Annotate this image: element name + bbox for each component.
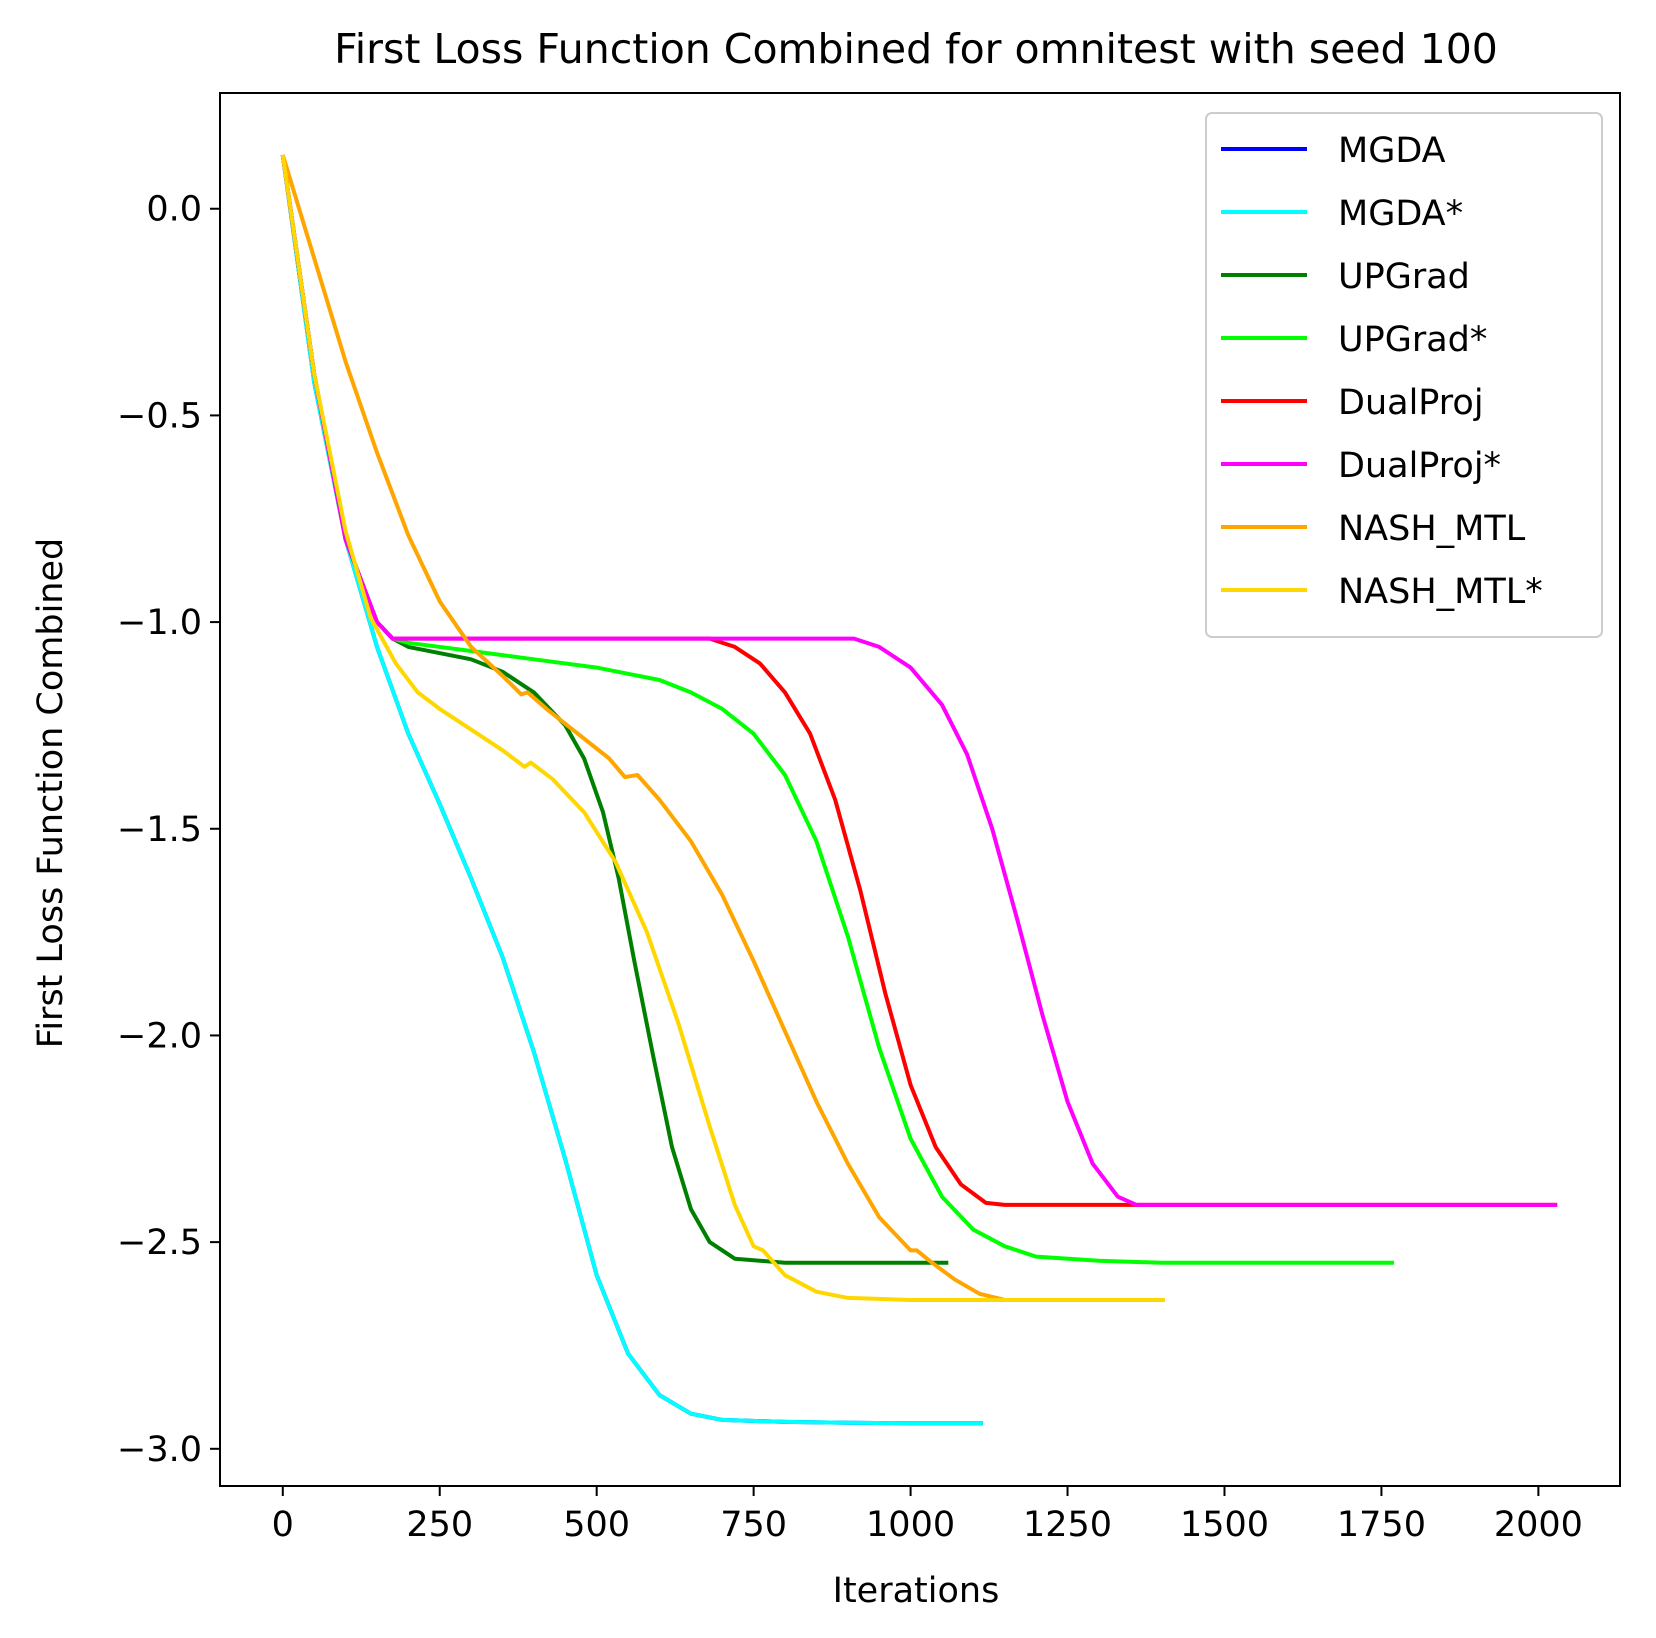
y-tick-label: −1.5 <box>117 810 202 850</box>
y-tick-label: −2.0 <box>117 1016 202 1056</box>
x-tick-label: 1250 <box>1023 1505 1112 1545</box>
y-axis-label: First Loss Function Combined <box>31 538 71 1049</box>
x-tick-label: 1750 <box>1337 1505 1426 1545</box>
y-axis: 0.0 −0.5 −1.0 −1.5 −2.0 −2.5 −3.0 <box>117 190 220 1470</box>
legend-label: UPGrad <box>1338 257 1470 297</box>
series-line-dualproj- <box>280 154 1558 1207</box>
legend: MGDA MGDA* UPGrad UPGrad* DualProj DualProj* N… <box>1205 112 1603 638</box>
legend-label: DualProj <box>1338 383 1484 423</box>
series-line-nash-mtl <box>280 154 1165 1302</box>
y-tick-label: −3.0 <box>117 1430 202 1470</box>
legend-label: NASH_MTL* <box>1338 572 1543 612</box>
series-line-nash-mtl- <box>280 154 1165 1302</box>
legend-label: MGDA* <box>1338 194 1463 234</box>
x-tick-label: 750 <box>720 1505 787 1545</box>
x-tick-label: 500 <box>563 1505 630 1545</box>
x-tick-label: 2000 <box>1494 1505 1583 1545</box>
legend-label: MGDA <box>1338 131 1446 171</box>
x-axis-label: Iterations <box>833 1571 1000 1611</box>
legend-label: NASH_MTL <box>1338 509 1526 549</box>
y-tick-label: −1.0 <box>117 603 202 643</box>
legend-label: UPGrad* <box>1338 320 1487 360</box>
x-tick-label: 0 <box>272 1505 294 1545</box>
x-axis: 0 250 500 750 1000 1250 1500 1750 2000 <box>272 1486 1583 1545</box>
legend-box <box>1205 112 1603 638</box>
series-line-mgda- <box>280 154 983 1426</box>
x-tick-label: 1500 <box>1180 1505 1269 1545</box>
chart-title: First Loss Function Combined for omnites… <box>334 25 1498 73</box>
y-tick-label: −2.5 <box>117 1223 202 1263</box>
x-tick-label: 1000 <box>866 1505 955 1545</box>
legend-label: DualProj* <box>1338 446 1501 486</box>
plot-area <box>280 154 1558 1426</box>
y-tick-label: −0.5 <box>117 396 202 436</box>
x-tick-label: 250 <box>406 1505 473 1545</box>
y-tick-label: 0.0 <box>146 190 202 230</box>
axes-frame <box>219 92 1621 1487</box>
